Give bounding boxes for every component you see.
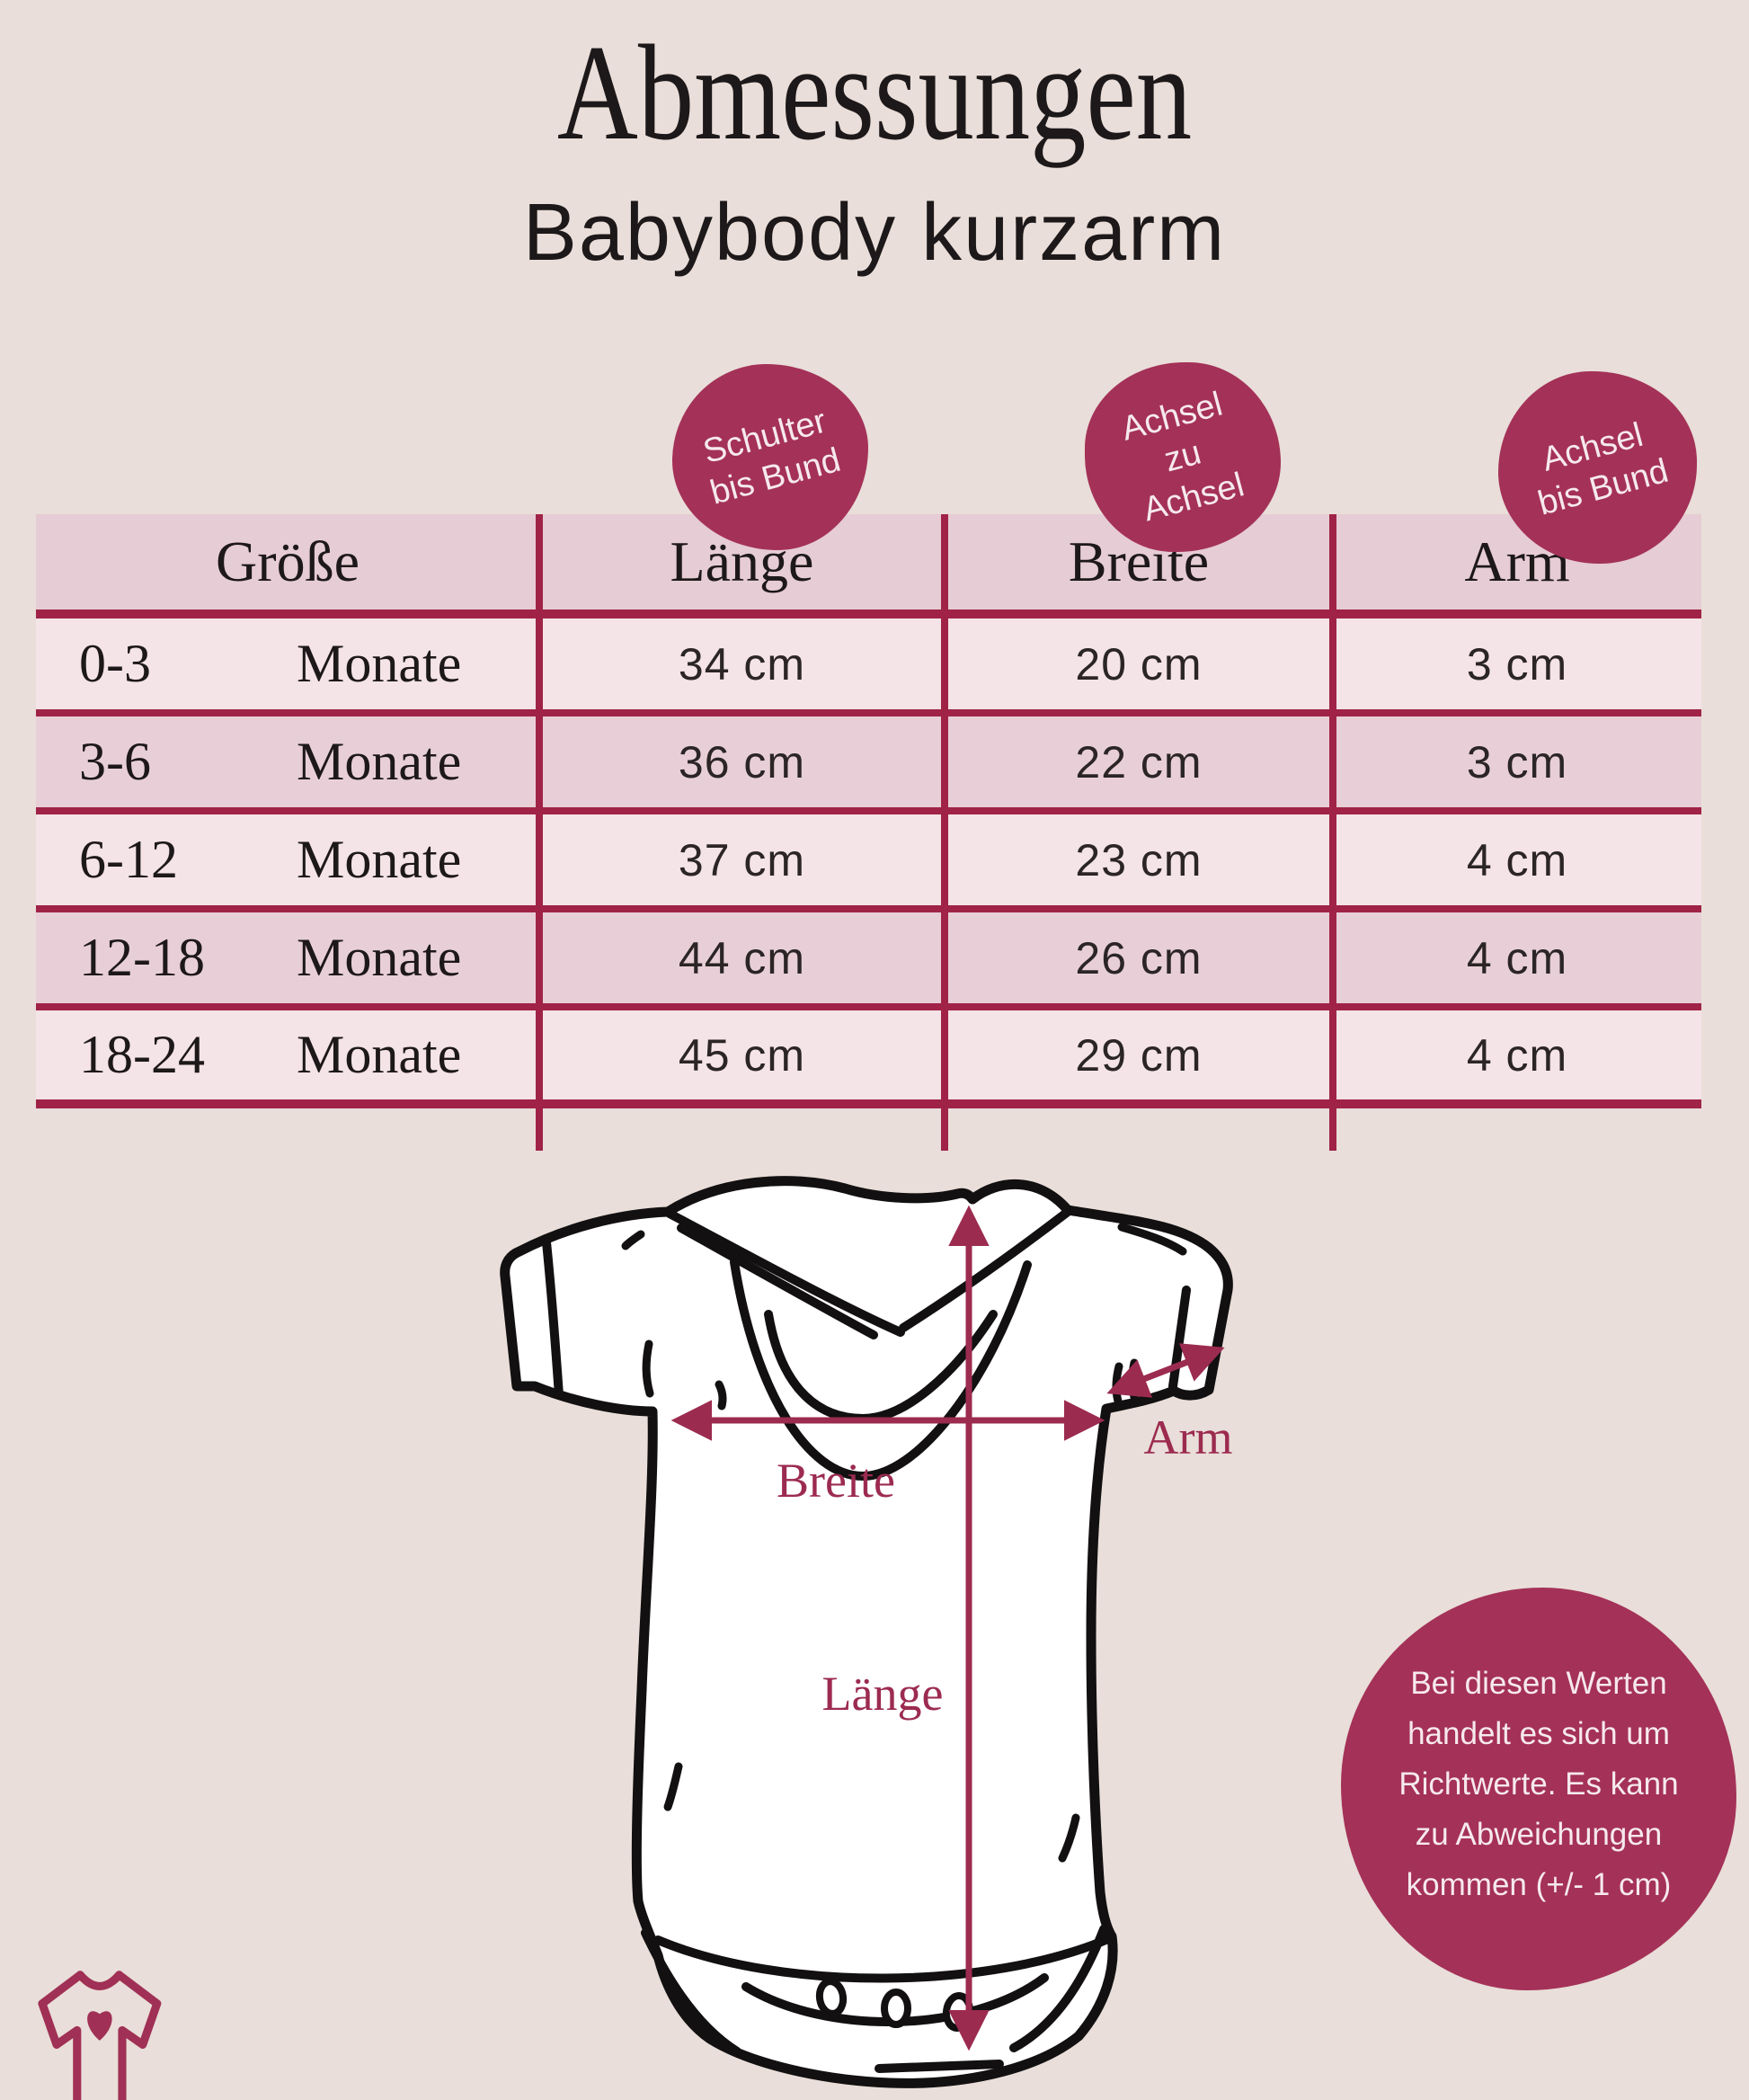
laenge-value: 36 cm [678,736,806,788]
column-divider [536,514,543,1151]
laenge-value: 37 cm [678,834,806,885]
bodysuit-diagram: Breite Länge Arm [449,1142,1312,2100]
brand-logo [36,1969,180,2100]
size-unit: Monate [297,928,462,987]
note-line: Bei diesen Werten [1410,1666,1667,1701]
laenge-value: 45 cm [678,1029,806,1081]
stamp-achsel-bis-bund: Achsel bis Bund [1498,371,1697,564]
table-row: 3-6 Monate 36 cm 22 cm 3 cm [36,716,1701,814]
stamp-achsel-zu-achsel: Achsel zu Achsel [1085,362,1281,552]
arm-value: 4 cm [1466,834,1568,885]
note-line: kommen (+/- 1 cm) [1406,1867,1672,1902]
arm-value: 4 cm [1466,1029,1568,1081]
note-line: handelt es sich um [1407,1716,1670,1751]
arm-arrow [1106,1343,1225,1398]
page-subtitle: Babybody kurzarm [522,188,1227,278]
breite-value: 22 cm [1075,736,1203,788]
laenge-label: Länge [822,1667,944,1721]
arm-value: 3 cm [1466,736,1568,788]
table-row: 18-24 Monate 45 cm 29 cm 4 cm [36,1010,1701,1108]
column-divider [1329,514,1336,1151]
size-table: Größe Länge Breite Arm 0-3 Monate 34 cm 2… [36,514,1701,1151]
size-range: 18-24 [79,1025,205,1084]
breite-label: Breite [777,1454,895,1508]
column-divider [941,514,948,1151]
size-unit: Monate [297,634,462,693]
arm-value: 4 cm [1466,932,1568,983]
tolerance-note: Bei diesen Werten handelt es sich um Ric… [1341,1588,1736,1990]
breite-value: 20 cm [1075,638,1203,690]
measurement-arrows [670,1205,1225,2051]
bodysuit-drawing: Breite Länge Arm [500,1176,1233,2088]
note-line: zu Abweichungen [1415,1817,1663,1852]
laenge-value: 34 cm [678,638,806,690]
breite-value: 26 cm [1075,932,1203,983]
breite-value: 29 cm [1075,1029,1203,1081]
size-unit: Monate [297,1025,462,1084]
table-row: 0-3 Monate 34 cm 20 cm 3 cm [36,618,1701,716]
note-line: Richtwerte. Es kann [1398,1766,1679,1802]
size-unit: Monate [297,830,462,889]
size-range: 0-3 [79,634,151,693]
measurement-labels: Breite Länge Arm [777,1410,1232,1721]
table-header-row: Größe Länge Breite Arm [36,514,1701,618]
tshirt-heart-icon [38,1971,162,2100]
page-title: Abmessungen [556,17,1193,168]
stamp-schulter-bis-bund: Schulter bis Bund [672,364,868,550]
arm-label: Arm [1144,1410,1233,1464]
table-row: 12-18 Monate 44 cm 26 cm 4 cm [36,912,1701,1010]
heart-icon [87,2011,112,2041]
size-range: 6-12 [79,830,178,889]
breite-value: 23 cm [1075,834,1203,885]
size-range: 3-6 [79,732,151,791]
size-unit: Monate [297,732,462,791]
table-row: 6-12 Monate 37 cm 23 cm 4 cm [36,814,1701,912]
laenge-value: 44 cm [678,932,806,983]
arm-value: 3 cm [1466,638,1568,690]
header-groesse: Größe [216,529,360,593]
size-range: 12-18 [79,928,205,987]
